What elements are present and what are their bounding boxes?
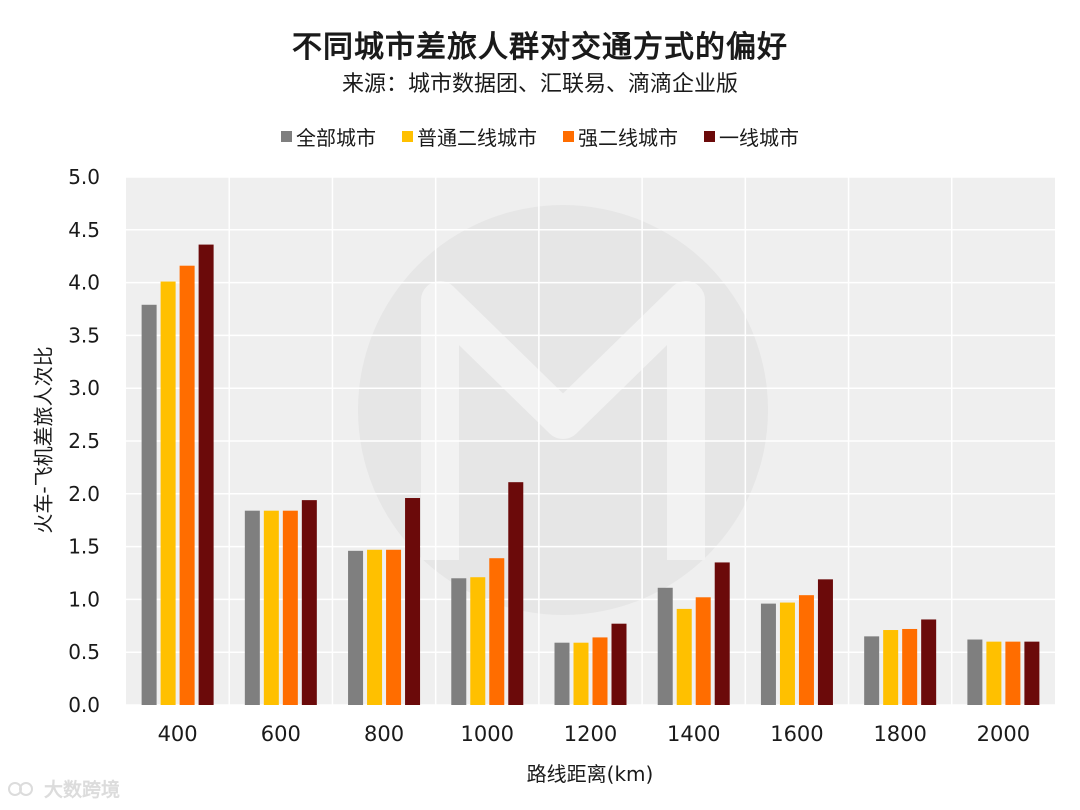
bar [921, 619, 936, 705]
bar [489, 558, 504, 705]
bar [283, 511, 298, 705]
bar [302, 500, 317, 705]
bar [508, 482, 523, 705]
bar [677, 609, 692, 705]
bar [864, 636, 879, 705]
bar [696, 597, 711, 705]
bar [386, 550, 401, 705]
x-tick-label: 600 [261, 722, 301, 746]
y-tick-label: 2.5 [68, 429, 100, 453]
bar [180, 266, 195, 705]
bar [967, 640, 982, 705]
bar [1005, 642, 1020, 705]
y-tick-label: 0.5 [68, 640, 100, 664]
bar [1024, 642, 1039, 705]
bar [348, 551, 363, 705]
bar [245, 511, 260, 705]
bar [593, 637, 608, 705]
bar [780, 603, 795, 705]
x-tick-label: 1400 [667, 722, 720, 746]
bar [405, 498, 420, 705]
bar [761, 604, 776, 705]
x-tick-label: 1600 [770, 722, 823, 746]
x-tick-label: 2000 [977, 722, 1030, 746]
watermark-text: 大数跨境 [44, 775, 120, 802]
bar [451, 578, 466, 705]
bar [264, 511, 279, 705]
bar [161, 282, 176, 705]
bar [470, 577, 485, 705]
bar [367, 550, 382, 705]
bar [199, 245, 214, 705]
y-tick-label: 1.5 [68, 535, 100, 559]
watermark-logo-icon [8, 780, 38, 798]
x-tick-label: 1000 [461, 722, 514, 746]
y-tick-label: 2.0 [68, 482, 100, 506]
bar [555, 643, 570, 705]
x-tick-label: 400 [158, 722, 198, 746]
y-tick-label: 5.0 [68, 165, 100, 189]
x-axis-label: 路线距离(km) [440, 758, 740, 787]
bar [142, 305, 157, 705]
bar [715, 562, 730, 705]
bar [612, 624, 627, 705]
bar [883, 630, 898, 705]
y-tick-label: 3.0 [68, 376, 100, 400]
x-tick-label: 1200 [564, 722, 617, 746]
y-tick-label: 3.5 [68, 323, 100, 347]
x-tick-label: 800 [364, 722, 404, 746]
bar [818, 579, 833, 705]
x-tick-label: 1800 [873, 722, 926, 746]
bar [799, 595, 814, 705]
watermark: 大数跨境 [8, 775, 120, 802]
bar [574, 643, 589, 705]
bar [902, 629, 917, 705]
y-tick-label: 0.0 [68, 693, 100, 717]
bar [986, 642, 1001, 705]
bar [658, 588, 673, 705]
y-tick-label: 1.0 [68, 587, 100, 611]
y-axis-label: 火车-飞机差旅人次比 [28, 346, 57, 533]
y-tick-label: 4.0 [68, 271, 100, 295]
y-tick-label: 4.5 [68, 218, 100, 242]
